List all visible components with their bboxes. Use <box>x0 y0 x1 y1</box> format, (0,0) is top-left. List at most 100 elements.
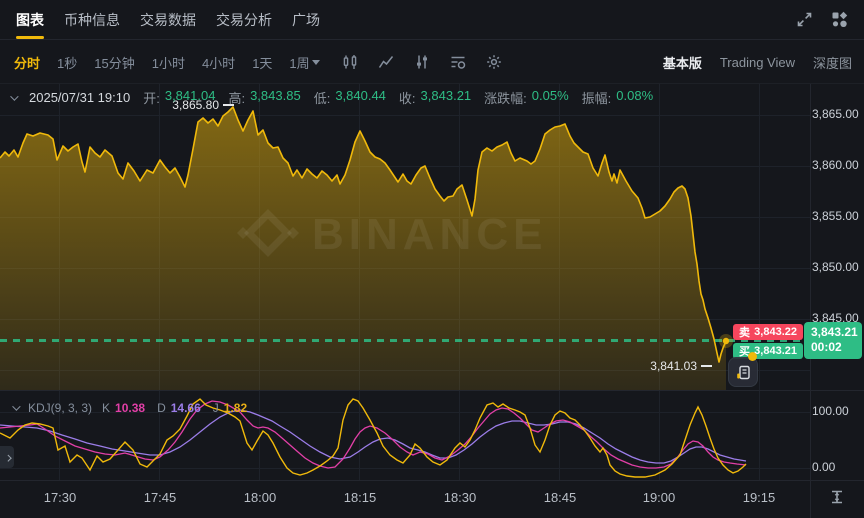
time-tick-1: 17:45 <box>143 490 177 505</box>
time-tick-5: 18:45 <box>543 490 577 505</box>
chart-tool-icons <box>342 54 502 70</box>
nav-tab-4[interactable]: 广场 <box>292 11 320 28</box>
chevron-right-icon <box>4 454 12 462</box>
pane-divider <box>0 390 864 391</box>
kdj-param-1: D 14.66 <box>157 401 201 415</box>
ohlc-fields: 开: 3,841.04 高: 3,843.85 低: 3,840.44 收: 3,843.21… <box>143 88 653 107</box>
field-value: 3,843.21 <box>420 88 472 103</box>
ohlc-field-0: 开: 3,841.04 <box>143 88 215 107</box>
kdj-param-label: K <box>102 401 111 415</box>
top-nav: 图表 币种信息 交易数据 交易分析 广场 <box>0 0 864 40</box>
kdj-param-label: J <box>212 401 219 415</box>
candlestick-chart-icon[interactable] <box>342 54 358 70</box>
kdj-header: KDJ(9, 3, 3) K 10.38 D 14.66 J 1.82 <box>12 401 247 415</box>
view-tab-2[interactable]: 深度图 <box>812 55 852 71</box>
ohlc-field-4: 涨跌幅: 0.05% <box>484 88 569 107</box>
view-tab-1[interactable]: Trading View <box>719 54 795 70</box>
field-label: 高: <box>228 91 246 106</box>
view-switcher: 基本版 Trading View 深度图 <box>663 53 864 72</box>
last-price-badge: 3,843.21 00:02 <box>804 322 862 359</box>
bar-timestamp: 2025/07/31 19:10 <box>29 90 131 105</box>
widgets-layout-icon[interactable] <box>831 11 848 28</box>
quote-tags: 卖 3,843.22 买 3,843.21 <box>733 324 803 359</box>
high-pointer-dash <box>223 104 234 106</box>
interval-tab-1[interactable]: 1秒 <box>57 55 78 71</box>
timescale-fit-icon[interactable] <box>829 489 845 510</box>
kdj-expand-button[interactable] <box>0 446 14 468</box>
chart-toolbar: 分时 1秒 15分钟 1小时 4小时 1天 1周 基本版 Trading View 深度图 <box>0 41 864 84</box>
time-tick-3: 18:15 <box>343 490 377 505</box>
field-label: 收: <box>398 91 416 106</box>
field-value: 3,843.85 <box>250 88 301 103</box>
svg-text:BINANCE: BINANCE <box>312 210 547 259</box>
kdj-tick-1: 0.00 <box>812 460 836 474</box>
price-tick-0: 3,865.00 <box>812 107 859 121</box>
kdj-title: KDJ(9, 3, 3) <box>28 401 93 415</box>
nav-tabs: 图表 币种信息 交易数据 交易分析 广场 <box>0 0 320 39</box>
ask-price-tag: 卖 3,843.22 <box>733 324 803 340</box>
session-high-label: 3,865.80 <box>172 98 234 112</box>
collapse-kdj-icon[interactable] <box>12 402 21 411</box>
indicators-icon[interactable] <box>414 54 430 70</box>
list-settings-icon[interactable] <box>450 54 466 70</box>
field-label: 开: <box>143 91 160 106</box>
time-tick-4: 18:30 <box>443 490 477 505</box>
nav-tab-3[interactable]: 交易分析 <box>216 11 272 28</box>
nav-tab-2[interactable]: 交易数据 <box>140 11 196 28</box>
more-intervals-caret[interactable] <box>311 59 320 65</box>
ohlc-field-3: 收: 3,843.21 <box>399 88 471 107</box>
gear-icon[interactable] <box>486 54 502 70</box>
ohlc-info-bar: 2025/07/31 19:10 开: 3,841.04 高: 3,843.85 低: 3… <box>10 88 653 107</box>
interval-tab-3[interactable]: 1小时 <box>151 55 185 71</box>
fullscreen-icon[interactable] <box>796 11 813 28</box>
candle-countdown: 00:02 <box>811 340 842 354</box>
low-pointer-dash <box>701 365 712 367</box>
kdj-param-value: 14.66 <box>170 401 201 415</box>
kdj-param-0: K 10.38 <box>102 401 145 415</box>
line-chart-icon[interactable] <box>378 54 394 70</box>
price-tick-1: 3,860.00 <box>812 158 859 172</box>
interval-tabs: 分时 1秒 15分钟 1小时 4小时 1天 1周 <box>0 53 310 72</box>
price-tick-2: 3,855.00 <box>812 209 859 223</box>
field-label: 低: <box>313 91 331 106</box>
field-value: 0.05% <box>531 88 569 103</box>
price-tick-3: 3,850.00 <box>812 260 859 274</box>
field-value: 3,841.04 <box>164 88 216 103</box>
time-tick-2: 18:00 <box>243 490 277 505</box>
time-axis-divider <box>0 480 864 481</box>
collapse-info-icon[interactable] <box>10 91 19 101</box>
notification-dot <box>748 352 757 361</box>
axis-divider-vertical <box>810 84 811 518</box>
session-low-label: 3,841.03 <box>650 359 712 373</box>
field-value: 0.08% <box>616 88 654 103</box>
kdj-tick-0: 100.00 <box>812 404 849 418</box>
view-tab-0[interactable]: 基本版 <box>662 55 702 71</box>
time-tick-0: 17:30 <box>43 490 77 505</box>
interval-tab-4[interactable]: 4小时 <box>201 55 236 71</box>
interval-tab-5[interactable]: 1天 <box>252 55 273 71</box>
kdj-param-value: 10.38 <box>115 401 146 415</box>
time-axis[interactable]: 17:30 17:45 18:00 18:15 18:30 18:45 19:00 19:15 <box>0 481 810 518</box>
kdj-param-2: J 1.82 <box>213 401 247 415</box>
kdj-indicator-chart[interactable] <box>0 390 810 480</box>
interval-tab-2[interactable]: 15分钟 <box>94 55 135 71</box>
interval-tab-0[interactable]: 分时 <box>14 55 41 71</box>
kdj-params: K 10.38 D 14.66 J 1.82 <box>102 401 247 415</box>
kdj-param-value: 1.82 <box>223 401 248 415</box>
field-label: 振幅: <box>581 91 612 106</box>
field-label: 涨跌幅: <box>484 91 527 106</box>
price-axis[interactable]: 3,865.00 3,860.00 3,855.00 3,850.00 3,845.00 <box>812 84 864 390</box>
interval-tab-6[interactable]: 1周 <box>289 55 310 71</box>
field-value: 3,840.44 <box>335 88 386 103</box>
nav-right-icons <box>796 11 864 28</box>
ohlc-field-1: 高: 3,843.85 <box>228 88 300 107</box>
kdj-axis: 100.00 0.00 <box>812 390 864 480</box>
nav-tab-1[interactable]: 币种信息 <box>64 11 120 28</box>
price-tick-4: 3,845.00 <box>812 311 859 325</box>
order-panel-button[interactable] <box>728 357 758 387</box>
time-tick-7: 19:15 <box>742 490 776 505</box>
nav-tab-0[interactable]: 图表 <box>16 0 44 39</box>
main-price-chart[interactable]: BINANCE <box>0 84 810 390</box>
ohlc-field-2: 低: 3,840.44 <box>314 88 386 107</box>
